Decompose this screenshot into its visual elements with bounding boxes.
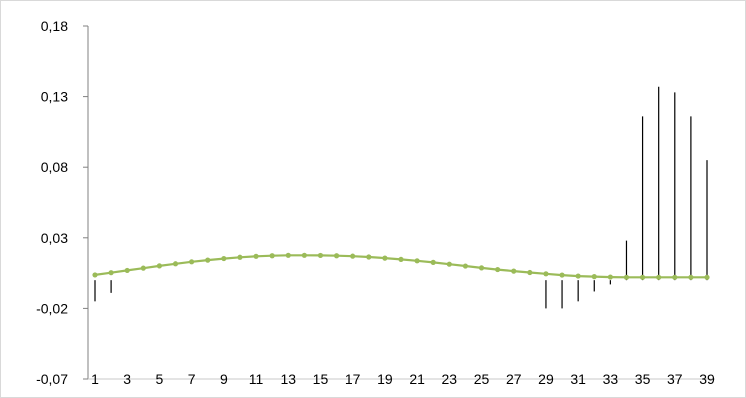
green-series-point	[430, 259, 436, 265]
x-tick-labels: 1 3 5 7 9 11 13 15 17 19 21 23 25 27 29 31 33 35 37 39	[91, 371, 715, 387]
green-series-point	[398, 256, 404, 263]
x-tick-label: 5	[156, 371, 164, 387]
green-series-point	[92, 272, 98, 278]
x-tick-label: 33	[603, 371, 619, 387]
x-tick-label: 21	[409, 371, 425, 387]
x-tick-label: 1	[91, 371, 99, 387]
green-series-point	[253, 253, 259, 259]
green-series-point	[414, 258, 420, 264]
green-series-point	[478, 265, 485, 271]
green-series-point	[350, 253, 356, 259]
green-series-point	[108, 270, 114, 276]
green-series-point	[704, 274, 710, 280]
x-tick-label: 15	[313, 371, 329, 387]
green-series-point	[382, 255, 388, 261]
green-series-point	[607, 274, 613, 280]
green-series-point	[269, 253, 275, 259]
x-tick-label: 11	[249, 371, 264, 387]
x-tick-label: 3	[123, 371, 131, 387]
x-tick-label: 23	[442, 371, 458, 387]
y-tick-label: 0,18	[41, 18, 68, 34]
green-series-point	[575, 273, 581, 279]
y-tick-label: 0,03	[41, 230, 68, 246]
x-tick-label: 9	[220, 371, 228, 387]
green-series-point	[623, 274, 630, 280]
green-series	[92, 252, 710, 280]
y-tick-label: 0,13	[41, 89, 68, 105]
x-tick-label: 27	[506, 371, 522, 387]
green-series-point	[688, 274, 694, 280]
green-series-point	[366, 254, 372, 260]
y-tick-label: -0,07	[36, 371, 68, 387]
green-series-point	[333, 253, 340, 259]
green-series-point	[317, 252, 324, 259]
x-tick-label: 17	[345, 371, 361, 387]
axes	[83, 25, 715, 380]
green-series-point	[124, 267, 130, 274]
x-tick-label: 39	[699, 371, 715, 387]
green-series-point	[221, 255, 227, 262]
green-series-point	[140, 265, 146, 271]
green-series-point	[543, 271, 549, 277]
green-series-point	[591, 274, 597, 280]
green-series-point	[672, 274, 678, 280]
x-tick-label: 7	[188, 371, 196, 387]
x-tick-label: 31	[570, 371, 586, 387]
x-tick-label: 13	[280, 371, 296, 387]
green-series-point	[527, 269, 533, 276]
green-series-point	[189, 259, 195, 265]
green-series-point	[285, 252, 291, 258]
green-series-point	[446, 261, 452, 267]
green-series-point	[156, 263, 163, 269]
x-tick-label: 29	[538, 371, 554, 387]
x-tick-label: 19	[377, 371, 393, 387]
black-series-bars	[94, 86, 708, 309]
green-series-point	[639, 274, 646, 280]
x-tick-label: 25	[474, 371, 490, 387]
green-series-point	[559, 272, 565, 278]
green-series-point	[205, 257, 211, 263]
green-series-point	[237, 254, 243, 260]
green-series-point	[462, 263, 469, 269]
x-tick-label: 37	[667, 371, 683, 387]
green-series-point	[172, 261, 179, 267]
y-tick-label: -0,02	[36, 300, 68, 316]
green-series-point	[511, 268, 517, 274]
y-tick-label: 0,08	[41, 159, 68, 175]
green-series-point	[495, 266, 501, 273]
x-tick-label: 35	[635, 371, 651, 387]
green-series-point	[656, 274, 662, 280]
y-tick-labels: 0,18 0,13 0,08 0,03 -0,02 -0,07	[36, 18, 68, 387]
green-series-point	[301, 252, 307, 258]
